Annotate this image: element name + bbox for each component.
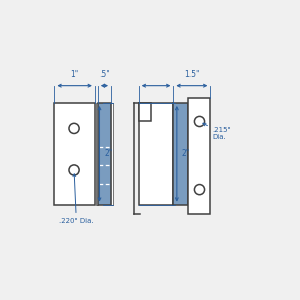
Bar bbox=[139, 103, 173, 205]
Bar bbox=[111, 103, 113, 205]
Text: .220" Dia.: .220" Dia. bbox=[59, 174, 94, 224]
Bar bbox=[98, 103, 111, 205]
Bar bbox=[173, 103, 188, 205]
Text: 2": 2" bbox=[104, 149, 113, 158]
Bar bbox=[96, 103, 98, 205]
Text: 2": 2" bbox=[181, 149, 189, 158]
Bar bbox=[188, 98, 210, 214]
Text: 1.5": 1.5" bbox=[184, 70, 200, 79]
Text: 1": 1" bbox=[70, 70, 79, 79]
Bar bbox=[139, 103, 152, 122]
Text: .5": .5" bbox=[99, 70, 110, 79]
Bar bbox=[54, 103, 95, 205]
Text: .215"
Dia.: .215" Dia. bbox=[203, 123, 231, 140]
